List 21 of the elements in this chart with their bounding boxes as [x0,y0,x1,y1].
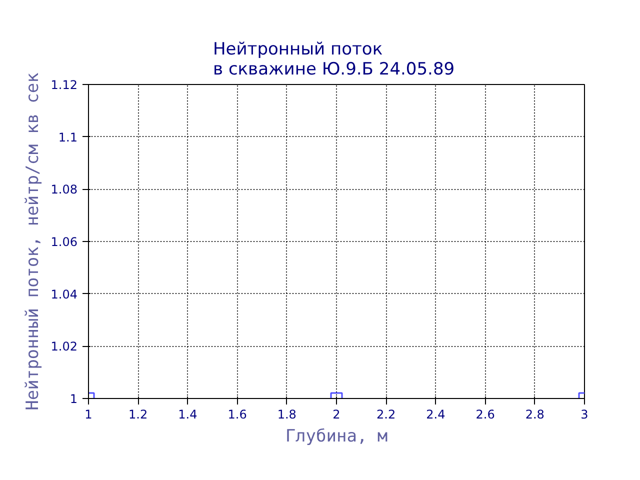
y-tick-label: 1.08 [50,182,78,197]
x-tick-label: 2.6 [476,408,495,422]
x-tick-label: 1 [84,408,92,422]
x-tick-label: 2.4 [426,408,446,422]
y-tick-label: 1.06 [50,235,78,249]
x-tick-label: 3 [580,408,588,422]
y-tick-label: 1.02 [50,340,78,354]
y-tick-label: 1 [70,392,78,406]
x-tick-label: 1.6 [228,408,247,422]
chart-title: Нейтронный поток в скважине Ю.9.Б 24.05.89 [213,40,455,80]
x-tick-label: 1.2 [128,408,148,422]
x-tick-label: 2.2 [376,408,396,422]
x-axis-title: Глубина, м [285,426,388,446]
y-axis-title: Нейтронный поток, нейтр/см кв сек [22,72,43,410]
y-tick-label: 1.1 [58,130,78,144]
y-tick-label: 1.12 [50,78,78,92]
x-tick-label: 1.8 [277,408,296,422]
x-tick-label: 2.8 [525,408,544,422]
x-tick-label: 2 [332,408,340,422]
y-tick-label: 1.04 [50,287,78,302]
x-tick-label: 1.4 [178,408,198,422]
